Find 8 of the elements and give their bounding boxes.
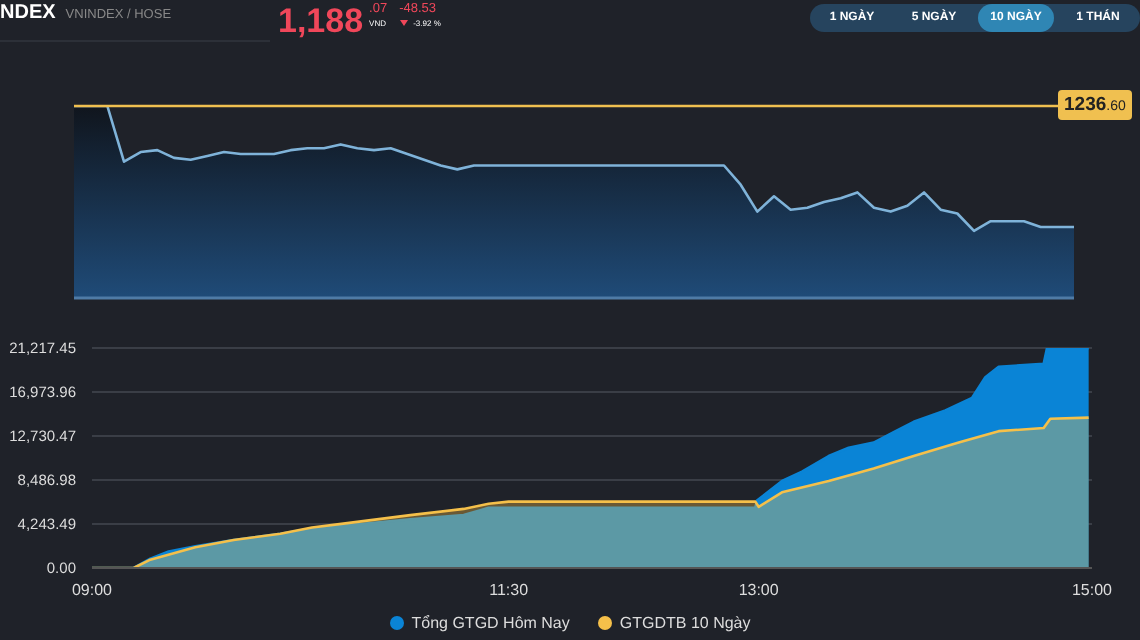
legend-label: GTGDTB 10 Ngày xyxy=(617,613,751,631)
chart-title: NDEX xyxy=(0,2,56,24)
x-tick-label: 11:30 xyxy=(489,581,530,600)
x-tick-label: 15:00 xyxy=(1071,581,1114,600)
legend-label: Tổng GTGD Hôm Nay xyxy=(409,613,570,631)
text: 1,188 xyxy=(278,2,364,42)
x-tick-label: 09:00 xyxy=(71,581,114,600)
x-tick-label: 13:00 xyxy=(738,581,780,600)
